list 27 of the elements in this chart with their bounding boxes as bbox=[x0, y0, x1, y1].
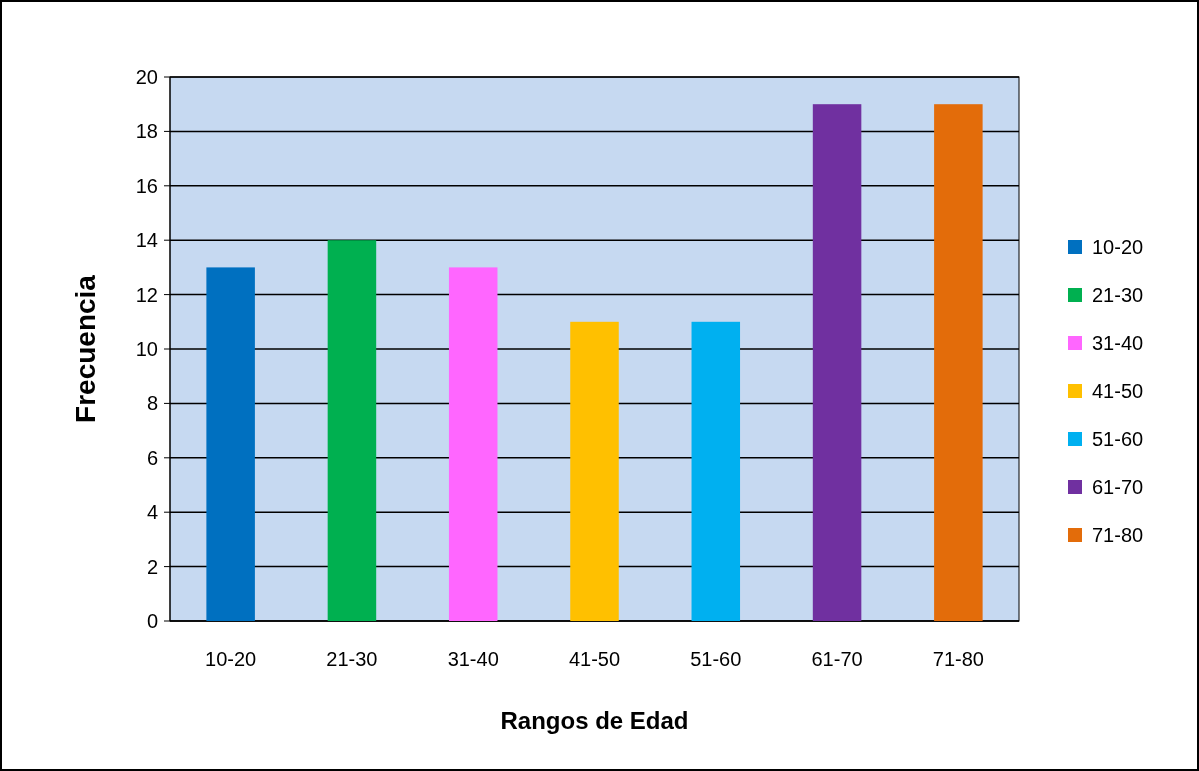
y-tick-label: 6 bbox=[146, 446, 158, 469]
x-tick-label: 71-80 bbox=[932, 648, 984, 670]
x-tick-label: 41-50 bbox=[568, 648, 621, 670]
y-tick-label: 2 bbox=[146, 555, 158, 578]
y-tick-label: 16 bbox=[135, 174, 158, 197]
y-tick-label: 12 bbox=[135, 283, 158, 306]
x-tick-label: 21-30 bbox=[326, 648, 378, 670]
y-tick-label: 10 bbox=[135, 338, 158, 360]
x-axis-title: Rangos de Edad bbox=[500, 707, 689, 734]
legend-label: 61-70 bbox=[1092, 476, 1144, 498]
x-tick-label: 61-70 bbox=[811, 648, 863, 670]
y-axis-title: Frecuencia bbox=[70, 274, 101, 423]
y-tick-label: 14 bbox=[135, 229, 158, 252]
legend-label: 71-80 bbox=[1092, 524, 1144, 546]
legend-label: 21-30 bbox=[1092, 284, 1144, 306]
y-tick-label: 8 bbox=[146, 392, 158, 415]
y-tick-label: 20 bbox=[135, 66, 158, 88]
legend-label: 41-50 bbox=[1092, 380, 1144, 402]
x-tick-label: 51-60 bbox=[690, 648, 742, 670]
y-tick-label: 18 bbox=[135, 120, 158, 143]
y-tick-label: 4 bbox=[146, 501, 158, 524]
x-tick-label: 10-20 bbox=[205, 648, 257, 670]
legend-label: 10-20 bbox=[1092, 236, 1144, 258]
legend-label: 51-60 bbox=[1092, 428, 1144, 450]
legend-label: 31-40 bbox=[1092, 332, 1144, 354]
x-tick-label: 31-40 bbox=[447, 648, 499, 670]
y-tick-label: 0 bbox=[146, 610, 158, 632]
